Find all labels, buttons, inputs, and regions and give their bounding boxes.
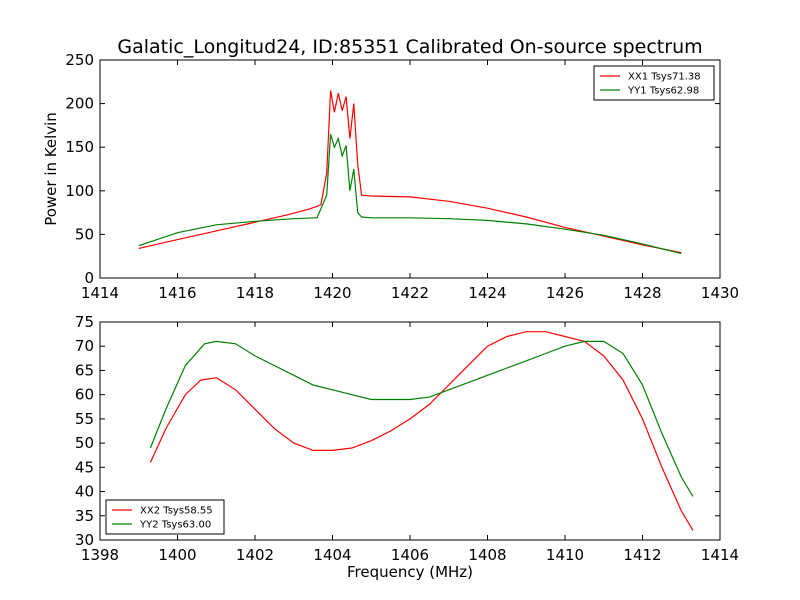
y-tick-label: 0 bbox=[84, 269, 94, 287]
legend-entry: YY1 Tsys62.98 bbox=[627, 86, 699, 97]
x-tick-label: 1414 bbox=[81, 284, 119, 302]
x-tick-label: 1416 bbox=[158, 284, 196, 302]
y-tick-label: 50 bbox=[75, 434, 94, 452]
x-tick-label: 1420 bbox=[313, 284, 351, 302]
x-tick-label: 1422 bbox=[391, 284, 429, 302]
top-panel: 1414 1416 1418 1420 1422 1424 1426 1428 1430 0 50 1… bbox=[42, 51, 739, 302]
x-tick-label: 1398 bbox=[81, 546, 119, 564]
series-line-xx1 bbox=[138, 90, 682, 254]
x-tick-label: 1400 bbox=[158, 546, 196, 564]
y-tick-label: 250 bbox=[65, 51, 94, 69]
x-tick-label: 1404 bbox=[313, 546, 351, 564]
legend: XX1 Tsys71.38 YY1 Tsys62.98 bbox=[593, 65, 715, 101]
x-tick-label: 1412 bbox=[623, 546, 661, 564]
x-tick-label: 1414 bbox=[701, 546, 739, 564]
x-tick-label: 1426 bbox=[546, 284, 584, 302]
legend: XX2 Tsys58.55 YY2 Tsys63.00 bbox=[105, 499, 225, 535]
legend-entry: XX2 Tsys58.55 bbox=[140, 506, 213, 517]
series-line-yy2 bbox=[149, 340, 694, 497]
y-tick-label: 200 bbox=[65, 95, 94, 113]
x-tick-label: 1424 bbox=[468, 284, 506, 302]
x-tick-label: 1428 bbox=[623, 284, 661, 302]
legend-box bbox=[593, 65, 715, 101]
y-tick-label: 60 bbox=[75, 386, 94, 404]
y-tick-label: 55 bbox=[75, 410, 94, 428]
bottom-panel: 1398 1400 1402 1404 1406 1408 1410 1412 1414 30 35… bbox=[75, 313, 739, 581]
x-tick-label: 1430 bbox=[701, 284, 739, 302]
y-tick-label: 65 bbox=[75, 361, 94, 379]
x-tick-label: 1408 bbox=[468, 546, 506, 564]
x-tick-label: 1410 bbox=[546, 546, 584, 564]
x-tick-label: 1406 bbox=[391, 546, 429, 564]
series-line-xx2 bbox=[149, 331, 694, 531]
x-axis-label: Frequency (MHz) bbox=[347, 563, 473, 581]
y-tick-label: 30 bbox=[75, 531, 94, 549]
y-tick-label: 150 bbox=[65, 138, 94, 156]
legend-entry: XX1 Tsys71.38 bbox=[628, 72, 701, 83]
y-tick-label: 45 bbox=[75, 458, 94, 476]
y-tick-label: 50 bbox=[75, 225, 94, 243]
y-tick-label: 35 bbox=[75, 507, 94, 525]
legend-entry: YY2 Tsys63.00 bbox=[139, 520, 211, 531]
y-tick-label: 100 bbox=[65, 182, 94, 200]
y-tick-label: 40 bbox=[75, 483, 94, 501]
legend-box bbox=[105, 499, 225, 535]
y-tick-label: 70 bbox=[75, 337, 94, 355]
y-axis-label: Power in Kelvin bbox=[42, 112, 60, 226]
x-tick-label: 1402 bbox=[236, 546, 274, 564]
series-line-yy1 bbox=[138, 133, 682, 255]
x-tick-label: 1418 bbox=[236, 284, 274, 302]
chart-title: Galatic_Longitud24, ID:85351 Calibrated … bbox=[117, 36, 702, 58]
y-tick-label: 75 bbox=[75, 313, 94, 331]
